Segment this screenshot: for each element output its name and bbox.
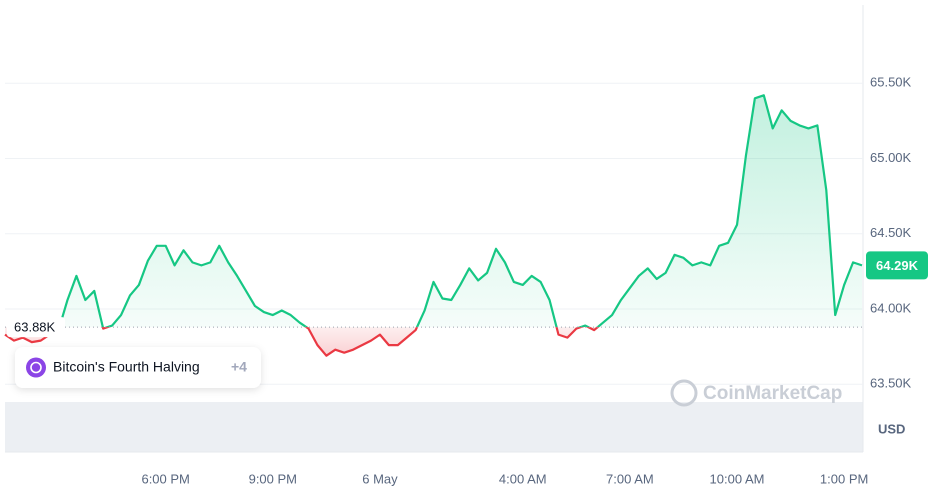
y-tick-label: 64.00K [870, 300, 912, 315]
x-tick-label: 10:00 AM [710, 471, 765, 486]
last-price-label: 64.29K [876, 258, 919, 273]
last-price-badge [866, 251, 928, 280]
event-icon [26, 357, 46, 378]
watermark-text: CoinMarketCap [703, 383, 842, 404]
watermark-logo [670, 379, 698, 407]
lines [4, 94, 863, 357]
watermark: CoinMarketCap [670, 379, 842, 407]
event-tooltip[interactable]: Bitcoin's Fourth Halving +4 [15, 347, 261, 388]
area-above [59, 95, 862, 328]
y-tick-label: 65.00K [870, 150, 912, 165]
x-tick-label: 6:00 PM [141, 471, 189, 486]
event-more[interactable]: +4 [231, 359, 247, 375]
tooltip-box[interactable] [15, 347, 261, 388]
event-label: Bitcoin's Fourth Halving [53, 359, 200, 375]
y-tick-label: 65.50K [870, 75, 912, 90]
x-tick-label: 1:00 PM [820, 471, 868, 486]
x-tick-label: 7:00 AM [606, 471, 654, 486]
volume-area [5, 402, 863, 452]
y-tick-label: 63.50K [870, 376, 912, 391]
currency-label: USD [878, 421, 905, 436]
areas [5, 95, 862, 356]
y-tick-label: 64.50K [870, 225, 912, 240]
baseline-label: 63.88K [14, 320, 56, 335]
x-tick-label: 9:00 PM [249, 471, 297, 486]
baseline-label-bg [7, 317, 65, 338]
event-icon-clock [30, 361, 42, 374]
x-tick-label: 4:00 AM [499, 471, 547, 486]
labels: 63.50K 64.00K 64.50K 65.00K 65.50K 6:00 PM 9:0… [7, 75, 928, 486]
x-tick-label: 6 May [362, 471, 398, 486]
price-line-above [58, 94, 863, 328]
